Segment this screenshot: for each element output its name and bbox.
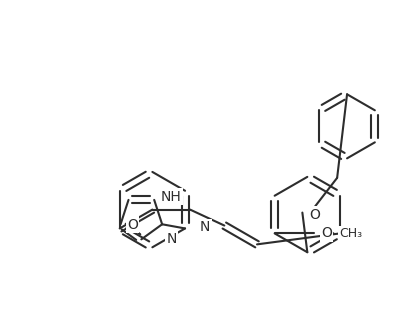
Text: O: O — [127, 217, 138, 232]
Text: CH₃: CH₃ — [339, 227, 362, 240]
Text: NH: NH — [161, 190, 182, 204]
Text: O: O — [321, 226, 332, 240]
Text: N: N — [166, 232, 177, 246]
Text: O: O — [309, 208, 320, 222]
Text: N: N — [200, 220, 210, 234]
